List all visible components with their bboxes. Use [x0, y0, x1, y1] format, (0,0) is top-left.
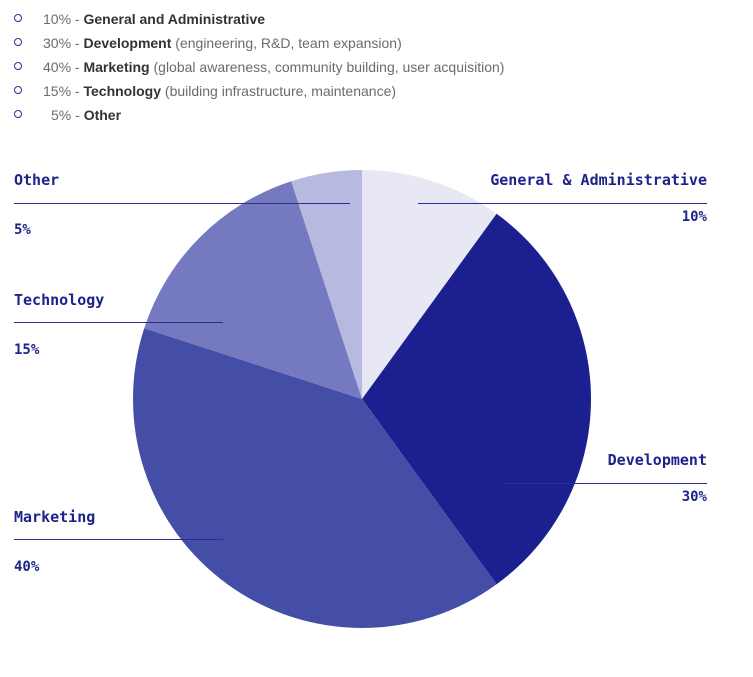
callout-pct-marketing: 40% [14, 559, 40, 575]
legend-pct: 40% [43, 59, 72, 75]
pie-slice-development [362, 213, 591, 585]
legend-pct: 10% [43, 11, 72, 27]
callout-pct-development: 30% [681, 489, 707, 505]
legend-pct: 15% [43, 83, 72, 99]
circle-bullet-icon [14, 62, 22, 70]
callout-label-other: Other [14, 171, 60, 189]
legend-name: Development [83, 35, 172, 51]
legend-detail: (building infrastructure, maintenance) [161, 83, 397, 99]
legend-name: Other [83, 107, 122, 123]
legend-name: Marketing [83, 59, 150, 75]
legend-item-technology: 15% - Technology (building infrastructur… [14, 80, 504, 104]
callout-label-development: Development [607, 451, 707, 469]
legend-name: Technology [83, 83, 162, 99]
callout-line-other [14, 203, 350, 204]
legend-detail: (global awareness, community building, u… [149, 59, 505, 75]
legend-pct: 30% [43, 35, 72, 51]
legend-item-development: 30% - Development (engineering, R&D, tea… [14, 32, 504, 56]
callout-line-marketing [14, 539, 223, 540]
legend-list: 10% - General and Administrative 30% - D… [14, 8, 504, 128]
callout-pct-technology: 15% [14, 342, 40, 358]
legend-name: General and Administrative [83, 11, 266, 27]
legend-sep: - [71, 83, 84, 99]
callout-line-development [502, 483, 707, 484]
legend-pct: 5% [51, 107, 72, 123]
callout-label-marketing: Marketing [14, 508, 96, 526]
legend-sep: - [71, 11, 84, 27]
circle-bullet-icon [14, 110, 22, 118]
callout-pct-general: 10% [681, 209, 707, 225]
pie-slice-other [291, 170, 362, 399]
legend-sep: - [71, 59, 84, 75]
circle-bullet-icon [14, 86, 22, 94]
callout-label-technology: Technology [14, 291, 105, 309]
callout-line-technology [14, 322, 223, 323]
pie-slices [133, 170, 591, 628]
circle-bullet-icon [14, 14, 22, 22]
callout-label-general: General & Administrative [490, 171, 707, 189]
legend-sep: - [71, 107, 84, 123]
circle-bullet-icon [14, 38, 22, 46]
callout-pct-other: 5% [14, 222, 31, 238]
pie-slice-technology [144, 181, 362, 399]
pie-slice-marketing [133, 328, 497, 628]
legend-detail: (engineering, R&D, team expansion) [171, 35, 402, 51]
pie-slice-general-administrative [362, 170, 497, 399]
legend-item-general: 10% - General and Administrative [14, 8, 504, 32]
legend-item-marketing: 40% - Marketing (global awareness, commu… [14, 56, 504, 80]
callout-line-general [418, 203, 707, 204]
legend-sep: - [71, 35, 84, 51]
legend-item-other: 5% - Other [14, 104, 504, 128]
